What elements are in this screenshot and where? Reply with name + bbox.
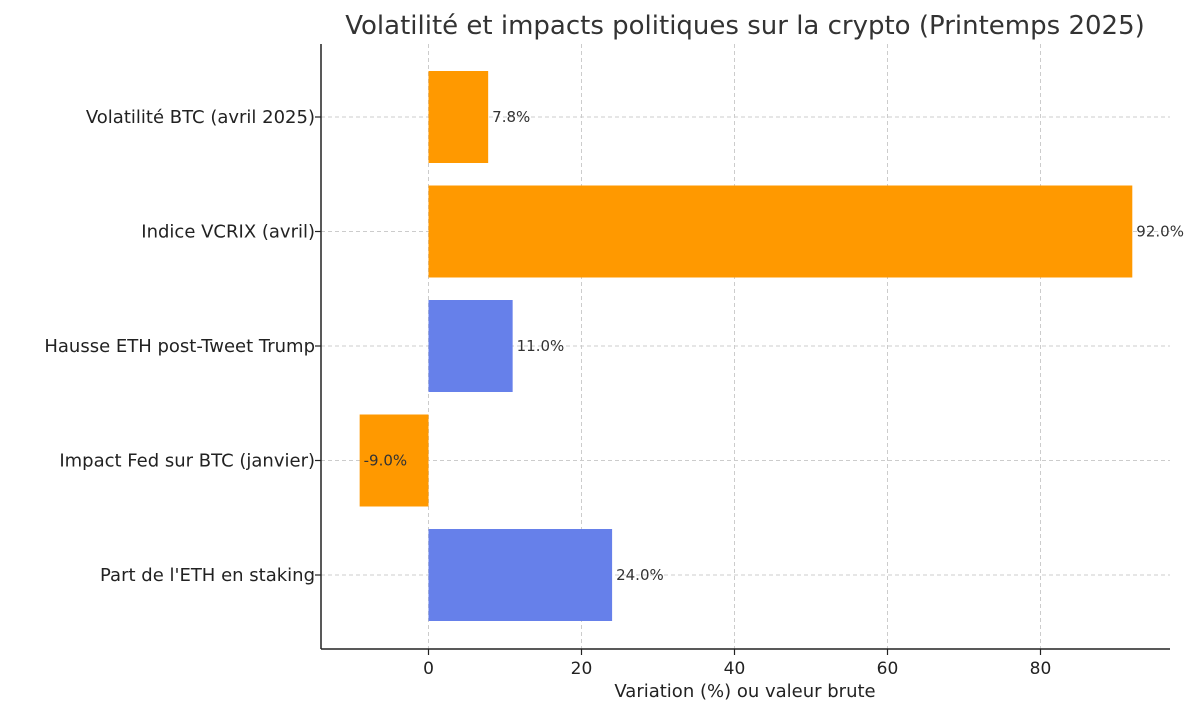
bar — [428, 185, 1133, 278]
bar — [428, 529, 613, 621]
bar — [428, 71, 489, 163]
bar-value-label: 92.0% — [1136, 223, 1184, 241]
x-tick-label: 20 — [571, 659, 593, 679]
chart-title: Volatilité et impacts politiques sur la … — [345, 11, 1145, 41]
x-tick-label: 60 — [877, 659, 899, 679]
bar-value-label: 11.0% — [517, 337, 565, 355]
x-ticks: 0 20 40 60 80 — [315, 116, 1052, 679]
value-labels: 7.8% 92.0% 11.0% -9.0% 24.0% — [364, 108, 1184, 584]
category-label: Part de l'ETH en staking — [100, 565, 315, 586]
bars — [359, 71, 1133, 621]
category-label: Hausse ETH post-Tweet Trump — [44, 336, 315, 357]
x-tick-label: 40 — [724, 659, 746, 679]
bar-value-label: 24.0% — [616, 566, 664, 584]
x-tick-label: 80 — [1030, 659, 1052, 679]
bar — [428, 300, 513, 392]
category-label: Impact Fed sur BTC (janvier) — [59, 451, 315, 472]
y-category-labels: Volatilité BTC (avril 2025) Indice VCRIX … — [44, 107, 315, 586]
bar-value-label: 7.8% — [492, 108, 530, 126]
bar — [359, 414, 429, 507]
category-label: Indice VCRIX (avril) — [141, 222, 315, 243]
x-tick-label: 0 — [423, 659, 434, 679]
bar-value-label: -9.0% — [364, 452, 408, 470]
x-axis-label: Variation (%) ou valeur brute — [614, 681, 875, 702]
category-label: Volatilité BTC (avril 2025) — [86, 107, 315, 128]
